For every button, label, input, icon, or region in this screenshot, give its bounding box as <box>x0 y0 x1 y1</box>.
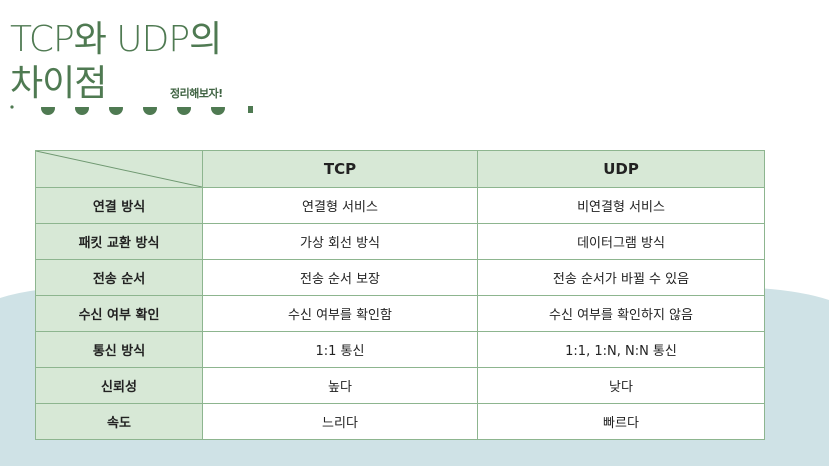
table-row: 전송 순서 전송 순서 보장 전송 순서가 바뀔 수 있음 <box>35 259 765 296</box>
tcp-cell: 느리다 <box>202 403 478 440</box>
diagonal-line <box>36 151 202 187</box>
table-row: 통신 방식 1:1 통신 1:1, 1:N, N:N 통신 <box>35 331 765 368</box>
udp-cell: 1:1, 1:N, N:N 통신 <box>477 331 765 368</box>
table-row: 연결 방식 연결형 서비스 비연결형 서비스 <box>35 187 765 224</box>
row-label: 신뢰성 <box>35 367 203 404</box>
tcp-cell: 수신 여부를 확인함 <box>202 295 478 332</box>
tcp-cell: 높다 <box>202 367 478 404</box>
udp-cell: 전송 순서가 바뀔 수 있음 <box>477 259 765 296</box>
udp-cell: 데이터그램 방식 <box>477 223 765 260</box>
row-label: 수신 여부 확인 <box>35 295 203 332</box>
comparison-table: TCP UDP 연결 방식 연결형 서비스 비연결형 서비스 패킷 교환 방식 가상 회… <box>35 150 765 440</box>
page-title: TCP와 UDP의 차이점 <box>10 18 222 106</box>
row-label: 전송 순서 <box>35 259 203 296</box>
title-line-2: 차이점 <box>10 63 107 104</box>
table-row: 수신 여부 확인 수신 여부를 확인함 수신 여부를 확인하지 않음 <box>35 295 765 332</box>
decorative-dots <box>10 104 253 115</box>
table-body: 연결 방식 연결형 서비스 비연결형 서비스 패킷 교환 방식 가상 회선 방식 데이터그… <box>35 187 765 440</box>
tcp-cell: 전송 순서 보장 <box>202 259 478 296</box>
udp-cell: 수신 여부를 확인하지 않음 <box>477 295 765 332</box>
subtitle: 정리해보자! <box>170 87 223 100</box>
udp-cell: 낮다 <box>477 367 765 404</box>
udp-cell: 빠르다 <box>477 403 765 440</box>
table-row: 속도 느리다 빠르다 <box>35 403 765 440</box>
column-header-udp: UDP <box>477 150 765 188</box>
column-header-tcp: TCP <box>202 150 478 188</box>
row-label: 패킷 교환 방식 <box>35 223 203 260</box>
table-row: 신뢰성 높다 낮다 <box>35 367 765 404</box>
udp-cell: 비연결형 서비스 <box>477 187 765 224</box>
title-line-1: TCP와 UDP의 <box>10 19 222 60</box>
tcp-cell: 1:1 통신 <box>202 331 478 368</box>
tcp-cell: 가상 회선 방식 <box>202 223 478 260</box>
table-row: 패킷 교환 방식 가상 회선 방식 데이터그램 방식 <box>35 223 765 260</box>
row-label: 속도 <box>35 403 203 440</box>
row-label: 통신 방식 <box>35 331 203 368</box>
header-row: TCP UDP <box>35 150 765 188</box>
corner-cell <box>35 150 203 188</box>
row-label: 연결 방식 <box>35 187 203 224</box>
tcp-cell: 연결형 서비스 <box>202 187 478 224</box>
